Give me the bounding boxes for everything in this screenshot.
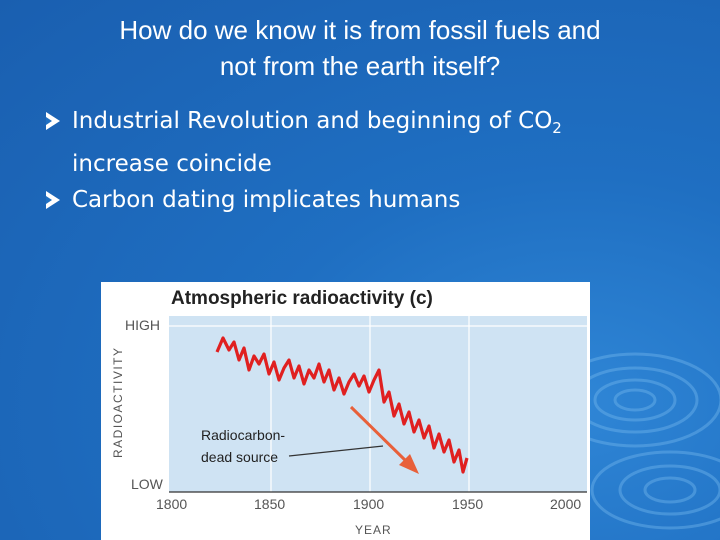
- subscript-text: 2: [552, 119, 562, 137]
- arrow-head-icon: [399, 454, 419, 474]
- slide-title-line-2: not from the earth itself?: [219, 51, 501, 81]
- radioactivity-figure: Atmospheric radioactivity (c) HIGH LOW R…: [101, 282, 590, 540]
- y-low-label: LOW: [131, 476, 164, 492]
- annotation-leader-line: [288, 445, 384, 457]
- figure-title: Atmospheric radioactivity (c): [171, 288, 433, 309]
- plot-gridlines: [169, 316, 587, 492]
- x-tick-2000: 2000: [550, 496, 581, 512]
- x-tick-1900: 1900: [353, 496, 384, 512]
- annotation-line-2: dead source: [201, 449, 278, 465]
- arrow-bullet-icon: [46, 112, 60, 130]
- radioactivity-series-line: [215, 336, 469, 474]
- y-high-label: HIGH: [125, 317, 160, 333]
- x-tick-1850: 1850: [254, 496, 285, 512]
- x-tick-1800: 1800: [156, 496, 187, 512]
- bullet-item-carbon-dating: Carbon dating implicates humans: [46, 182, 686, 218]
- bullet-text: Industrial Revolution and beginning of C…: [72, 108, 553, 134]
- x-tick-1950: 1950: [452, 496, 483, 512]
- arrow-bullet-icon: [46, 191, 60, 209]
- annotation-line-1: Radiocarbon-: [201, 427, 285, 443]
- plot-background: [169, 316, 587, 492]
- bullet-list: Industrial Revolution and beginning of C…: [46, 103, 686, 218]
- bullet-item-industrial-revolution: Industrial Revolution and beginning of C…: [46, 103, 686, 182]
- slide-title: How do we know it is from fossil fuels a…: [40, 12, 680, 84]
- slide-title-line-1: How do we know it is from fossil fuels a…: [119, 15, 601, 45]
- x-axis-label: YEAR: [355, 523, 392, 537]
- annotation-arrow-shaft: [349, 405, 409, 464]
- bullet-continuation-text: increase coincide: [72, 151, 272, 177]
- y-axis-label: RADIOACTIVITY: [111, 346, 125, 458]
- bullet-text: Carbon dating implicates humans: [72, 187, 461, 213]
